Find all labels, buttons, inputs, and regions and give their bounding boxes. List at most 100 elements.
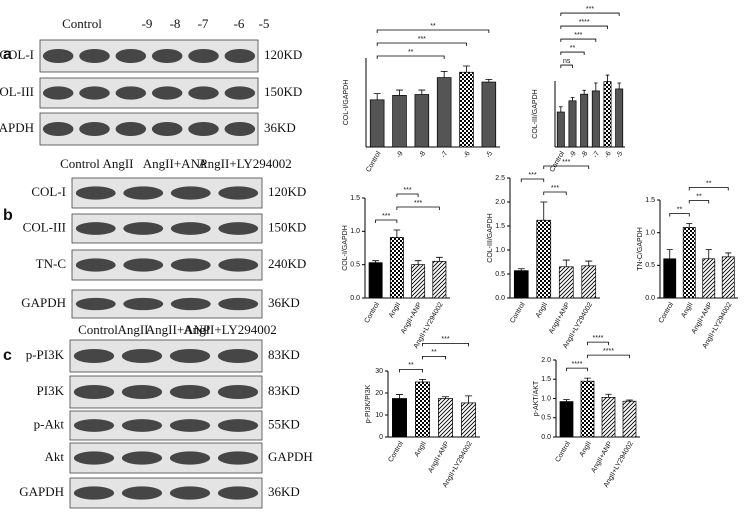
lane-label: -6 xyxy=(234,16,245,31)
protein-label: PI3K xyxy=(37,383,65,398)
significance-label: *** xyxy=(418,36,426,43)
bar xyxy=(513,270,529,299)
error-bar xyxy=(605,393,612,398)
y-tick-label: 20 xyxy=(375,390,383,397)
significance-bracket xyxy=(560,64,573,69)
y-axis-label: COL-III/GAPDH xyxy=(532,89,539,138)
bar xyxy=(481,81,497,148)
significance-bracket xyxy=(560,25,608,30)
bar xyxy=(392,398,407,438)
y-tick-label: 1.5 xyxy=(350,195,360,202)
lane-label: AngII+ANP xyxy=(143,156,207,171)
blot-band xyxy=(73,348,115,364)
protein-label: GAPDH xyxy=(21,295,66,310)
significance-bracket xyxy=(587,341,609,346)
x-tick-label: -9 xyxy=(569,150,578,159)
significance-label: ** xyxy=(570,45,576,52)
error-bar xyxy=(464,395,473,403)
significance-label: ** xyxy=(677,206,683,213)
protein-label: COL-III xyxy=(0,84,34,99)
error-bar xyxy=(617,82,621,89)
blot-band xyxy=(123,297,164,311)
blot-band xyxy=(121,419,163,432)
y-tick-label: 1.0 xyxy=(541,395,551,402)
y-tick-label: 0.5 xyxy=(541,415,551,422)
bar xyxy=(663,258,677,299)
blot-band xyxy=(123,258,164,272)
bar xyxy=(558,266,574,299)
significance-label: *** xyxy=(586,6,594,13)
bar xyxy=(682,227,696,299)
y-axis-label: TN-C/GAPDH xyxy=(637,227,644,271)
significance-bracket xyxy=(376,42,467,47)
significance-bracket xyxy=(375,219,398,223)
blot-band xyxy=(169,384,211,400)
blot-strip xyxy=(39,39,259,73)
blot-band xyxy=(224,48,256,64)
blot-band xyxy=(169,486,211,500)
significance-label: ** xyxy=(696,193,702,200)
size-label: 36KD xyxy=(268,484,300,499)
blot-band xyxy=(75,186,116,200)
y-tick-label: 1.5 xyxy=(645,197,655,204)
x-tick-label: Control xyxy=(365,150,383,173)
size-label: 240KD xyxy=(268,256,306,271)
error-bar xyxy=(594,82,598,91)
blot-band xyxy=(217,384,259,400)
significance-bracket xyxy=(560,51,585,56)
lane-label: -5 xyxy=(259,16,270,31)
y-tick-label: 0.5 xyxy=(350,262,360,269)
y-tick-label: 2.5 xyxy=(495,175,505,182)
blot-band xyxy=(170,258,211,272)
protein-label: GAPDH xyxy=(19,484,64,499)
y-tick-label: 30 xyxy=(375,368,383,375)
x-tick-label: AngII+ANP xyxy=(400,301,424,335)
x-tick-label: Control xyxy=(364,301,382,324)
blot-band xyxy=(42,48,74,64)
significance-bracket xyxy=(587,354,630,359)
bar xyxy=(559,401,574,438)
error-bar xyxy=(414,260,422,265)
protein-label: p-PI3K xyxy=(26,347,65,362)
error-bar xyxy=(563,399,570,402)
significance-label: *** xyxy=(403,187,411,194)
error-bar xyxy=(686,223,693,228)
significance-label: *** xyxy=(414,200,422,207)
size-label: 150KD xyxy=(264,84,302,99)
significance-bracket xyxy=(688,200,710,204)
significance-label: *** xyxy=(441,336,449,343)
significance-bracket xyxy=(560,38,597,43)
x-tick-label: -7 xyxy=(592,150,601,159)
x-tick-label: AngII+ANP xyxy=(590,440,614,474)
x-tick-label: -8 xyxy=(418,150,427,159)
bar xyxy=(389,236,404,299)
x-tick-label: Control xyxy=(658,301,676,324)
size-label: 120KD xyxy=(264,47,302,62)
bar xyxy=(432,260,447,299)
bar xyxy=(411,264,426,299)
significance-bracket xyxy=(688,187,729,191)
bar xyxy=(581,265,597,299)
y-axis-label: p-AKT/AKT xyxy=(533,380,540,416)
blot-band xyxy=(218,222,259,235)
y-tick-label: 0.5 xyxy=(495,271,505,278)
blot-band xyxy=(169,348,211,364)
lane-label: -7 xyxy=(198,16,209,31)
error-bar xyxy=(463,65,470,73)
blot-band xyxy=(151,86,183,100)
lane-label: -8 xyxy=(170,16,181,31)
panel-letter: a xyxy=(3,46,12,63)
x-tick-label: AngII xyxy=(579,440,593,458)
significance-bracket xyxy=(422,355,446,360)
significance-bracket xyxy=(376,55,445,60)
lane-label: AngII xyxy=(102,156,133,171)
bar xyxy=(601,396,616,438)
x-tick-label: AngII xyxy=(388,301,402,319)
y-tick-label: 1.5 xyxy=(495,223,505,230)
x-tick-label: AngII+ANP xyxy=(548,301,572,335)
x-tick-label: Control xyxy=(554,440,572,463)
blot-band xyxy=(170,186,211,200)
bar xyxy=(591,90,600,148)
size-label: 83KD xyxy=(268,347,300,362)
